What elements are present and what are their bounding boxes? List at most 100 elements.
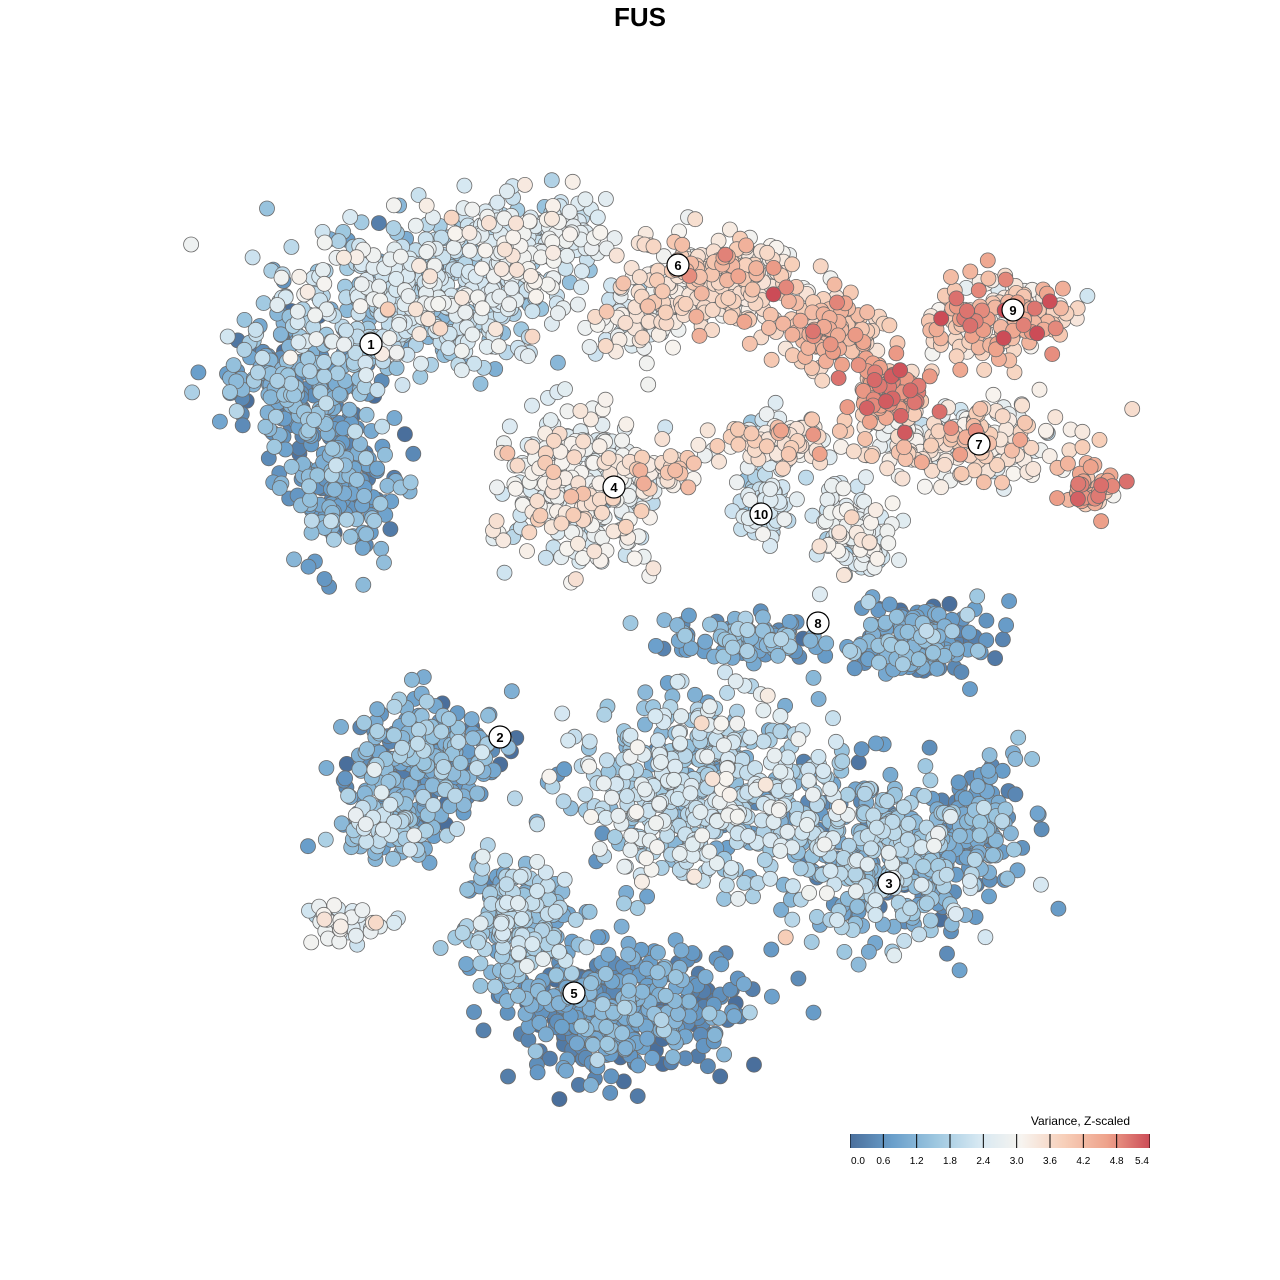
data-point [300,838,316,855]
data-point [948,348,965,365]
data-point [464,201,481,218]
data-point [1091,431,1108,448]
data-point [701,843,718,860]
data-point [303,512,320,529]
data-point [994,474,1010,491]
data-point [559,247,575,264]
data-point [607,829,623,845]
data-point [923,437,939,454]
data-point [730,890,746,907]
data-point [858,469,874,486]
data-point [543,172,560,189]
data-point [647,708,664,725]
data-point [454,925,471,941]
data-point [939,945,955,962]
data-point [745,888,761,905]
data-point [1007,751,1024,767]
data-point [756,852,773,868]
data-point [463,711,480,727]
data-point [447,225,464,242]
data-point [894,639,910,656]
data-point [318,395,335,412]
data-point [603,789,620,806]
data-point [1025,461,1042,477]
data-point [529,854,545,870]
data-point [722,981,739,998]
data-point [969,778,986,794]
data-point [597,966,614,982]
data-point [594,504,610,521]
data-point [586,543,603,560]
data-point [1024,751,1040,767]
data-point [557,381,573,398]
data-point [324,440,341,457]
data-point [790,731,807,748]
data-point [211,413,228,430]
data-point [497,852,514,869]
data-point [577,786,594,803]
data-point [918,623,935,639]
data-point [509,457,526,474]
data-point [616,858,633,875]
data-point [314,262,331,278]
data-point [869,550,886,567]
data-point [667,758,684,775]
data-point [867,892,884,909]
data-point [271,480,288,496]
data-point [629,1088,646,1104]
data-point [758,438,775,455]
data-point [773,631,789,647]
data-point [472,375,489,392]
data-point [653,1012,670,1028]
data-point [600,450,617,467]
data-point [517,176,533,193]
data-point [325,531,342,548]
data-point [729,474,745,491]
data-point [616,895,632,912]
data-point [551,1091,568,1107]
data-point [524,438,540,455]
data-point [971,827,988,844]
data-point [644,1050,661,1066]
data-point [716,737,732,754]
data-point [432,320,449,337]
data-point [592,224,609,241]
data-point [810,691,827,707]
data-point [598,191,614,207]
data-point [818,635,835,652]
data-point [591,841,608,857]
data-point [959,606,976,623]
data-point [456,177,473,194]
data-point [645,560,662,577]
point-layer [183,172,1141,1107]
data-point [961,624,977,641]
data-point [328,457,345,474]
data-point [560,732,577,749]
data-point [911,926,927,943]
data-point [701,698,718,715]
data-point [299,283,316,300]
data-point [662,448,679,465]
data-point [677,627,693,644]
data-point [388,360,405,376]
data-point [727,673,744,690]
data-point [631,269,648,286]
data-point [618,416,635,433]
data-point [372,495,389,512]
data-point [496,241,513,258]
data-point [653,754,669,770]
data-point [962,873,978,889]
data-point [598,1019,615,1035]
data-point [537,549,554,566]
data-point [1124,401,1141,417]
data-point [999,870,1016,887]
data-point [966,851,983,868]
data-point [859,856,876,873]
data-point [524,936,541,952]
data-point [951,962,968,979]
data-point [302,491,318,508]
data-point [318,760,335,776]
data-point [496,564,513,581]
data-point [382,521,399,537]
